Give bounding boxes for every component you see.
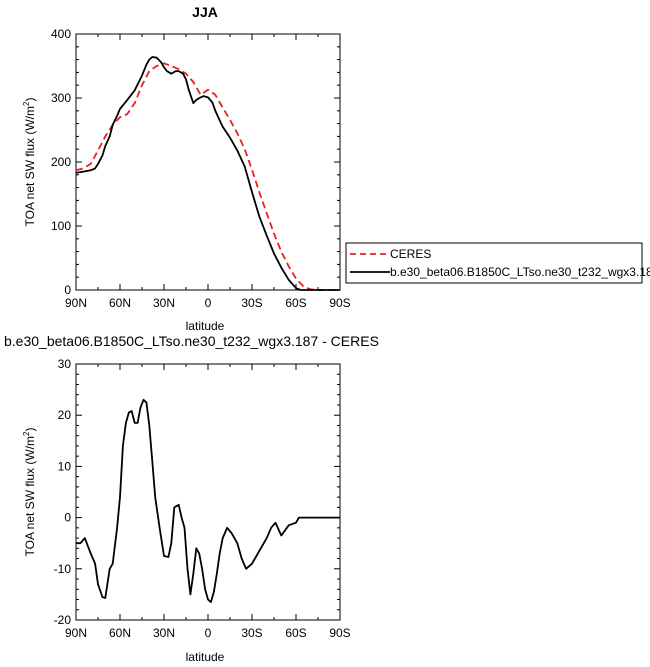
bottom-x-ticks: 90N 60N 30N 0 30S 60S 90S bbox=[65, 364, 351, 640]
top-plot-area: 90N 60N 30N 0 30S 60S 90S 0 100 200 300 400 bbox=[51, 27, 351, 310]
bottom-y-tick-label: -10 bbox=[54, 562, 72, 576]
top-y-axis-label-sup: 2 bbox=[22, 101, 31, 106]
legend-model-label: b.e30_beta06.B1850C_LTso.ne30_t232_wgx3.… bbox=[390, 265, 650, 279]
legend-box bbox=[345, 242, 643, 284]
top-x-tick-label: 60N bbox=[109, 296, 131, 310]
bottom-panel: b.e30_beta06.B1850C_LTso.ne30_t232_wgx3.… bbox=[4, 333, 379, 664]
top-series-ceres-line bbox=[75, 62, 340, 291]
legend: CERES b.e30_beta06.B1850C_LTso.ne30_t232… bbox=[345, 242, 650, 284]
bottom-x-tick-label: 0 bbox=[205, 626, 212, 640]
bottom-x-tick-label: 30S bbox=[241, 626, 262, 640]
top-plot-frame bbox=[75, 33, 341, 291]
top-y-tick-label: 300 bbox=[51, 91, 71, 105]
bottom-x-axis-label: latitude bbox=[186, 650, 225, 664]
bottom-x-tick-label: 90N bbox=[65, 626, 87, 640]
top-y-tick-label: 0 bbox=[64, 283, 71, 297]
bottom-y-tick-label: -20 bbox=[54, 613, 72, 627]
bottom-series-difference-line bbox=[76, 398, 340, 603]
top-y-axis-label: TOA net SW flux (W/m2) bbox=[22, 98, 37, 227]
bottom-title: b.e30_beta06.B1850C_LTso.ne30_t232_wgx3.… bbox=[4, 333, 379, 349]
bottom-y-axis-label-main: TOA net SW flux (W/m bbox=[23, 436, 37, 556]
bottom-y-axis-label-sup: 2 bbox=[22, 431, 31, 436]
bottom-y-tick-label: 30 bbox=[58, 357, 72, 371]
top-x-tick-label: 30N bbox=[153, 296, 175, 310]
top-x-axis-label: latitude bbox=[186, 319, 225, 333]
bottom-y-ticks: -20 -10 0 10 20 30 bbox=[54, 357, 340, 627]
top-y-axis-label-main: TOA net SW flux (W/m bbox=[23, 106, 37, 226]
top-series-model-line bbox=[75, 56, 340, 291]
top-x-tick-label: 90S bbox=[329, 296, 350, 310]
bottom-plot-frame bbox=[75, 363, 341, 621]
top-x-tick-label: 60S bbox=[285, 296, 306, 310]
legend-ceres-label: CERES bbox=[390, 247, 431, 261]
top-y-tick-label: 100 bbox=[51, 219, 71, 233]
bottom-y-axis-label: TOA net SW flux (W/m2) bbox=[22, 428, 37, 557]
top-x-tick-label: 0 bbox=[205, 296, 212, 310]
top-panel: JJA 90N 60N 30N 0 30S 60S 90S 0 100 200 300 400 la… bbox=[22, 4, 650, 333]
top-x-ticks: 90N 60N 30N 0 30S 60S 90S bbox=[65, 34, 351, 310]
top-title: JJA bbox=[192, 4, 218, 20]
top-x-tick-label: 30S bbox=[241, 296, 262, 310]
top-y-axis-label-end: ) bbox=[23, 98, 37, 102]
bottom-series-group bbox=[76, 398, 340, 603]
bottom-x-tick-label: 30N bbox=[153, 626, 175, 640]
bottom-x-tick-label: 90S bbox=[329, 626, 350, 640]
top-y-tick-label: 400 bbox=[51, 27, 71, 41]
bottom-plot-area: 90N 60N 30N 0 30S 60S 90S -20 -10 0 10 20 30 bbox=[54, 357, 351, 640]
top-x-tick-label: 90N bbox=[65, 296, 87, 310]
bottom-y-axis-label-end: ) bbox=[23, 428, 37, 432]
bottom-x-tick-label: 60N bbox=[109, 626, 131, 640]
bottom-y-tick-label: 20 bbox=[58, 408, 72, 422]
top-series-group bbox=[75, 56, 340, 291]
bottom-y-tick-label: 10 bbox=[58, 459, 72, 473]
top-y-ticks: 0 100 200 300 400 bbox=[51, 27, 340, 297]
top-y-tick-label: 200 bbox=[51, 155, 71, 169]
bottom-x-tick-label: 60S bbox=[285, 626, 306, 640]
bottom-y-tick-label: 0 bbox=[64, 511, 71, 525]
